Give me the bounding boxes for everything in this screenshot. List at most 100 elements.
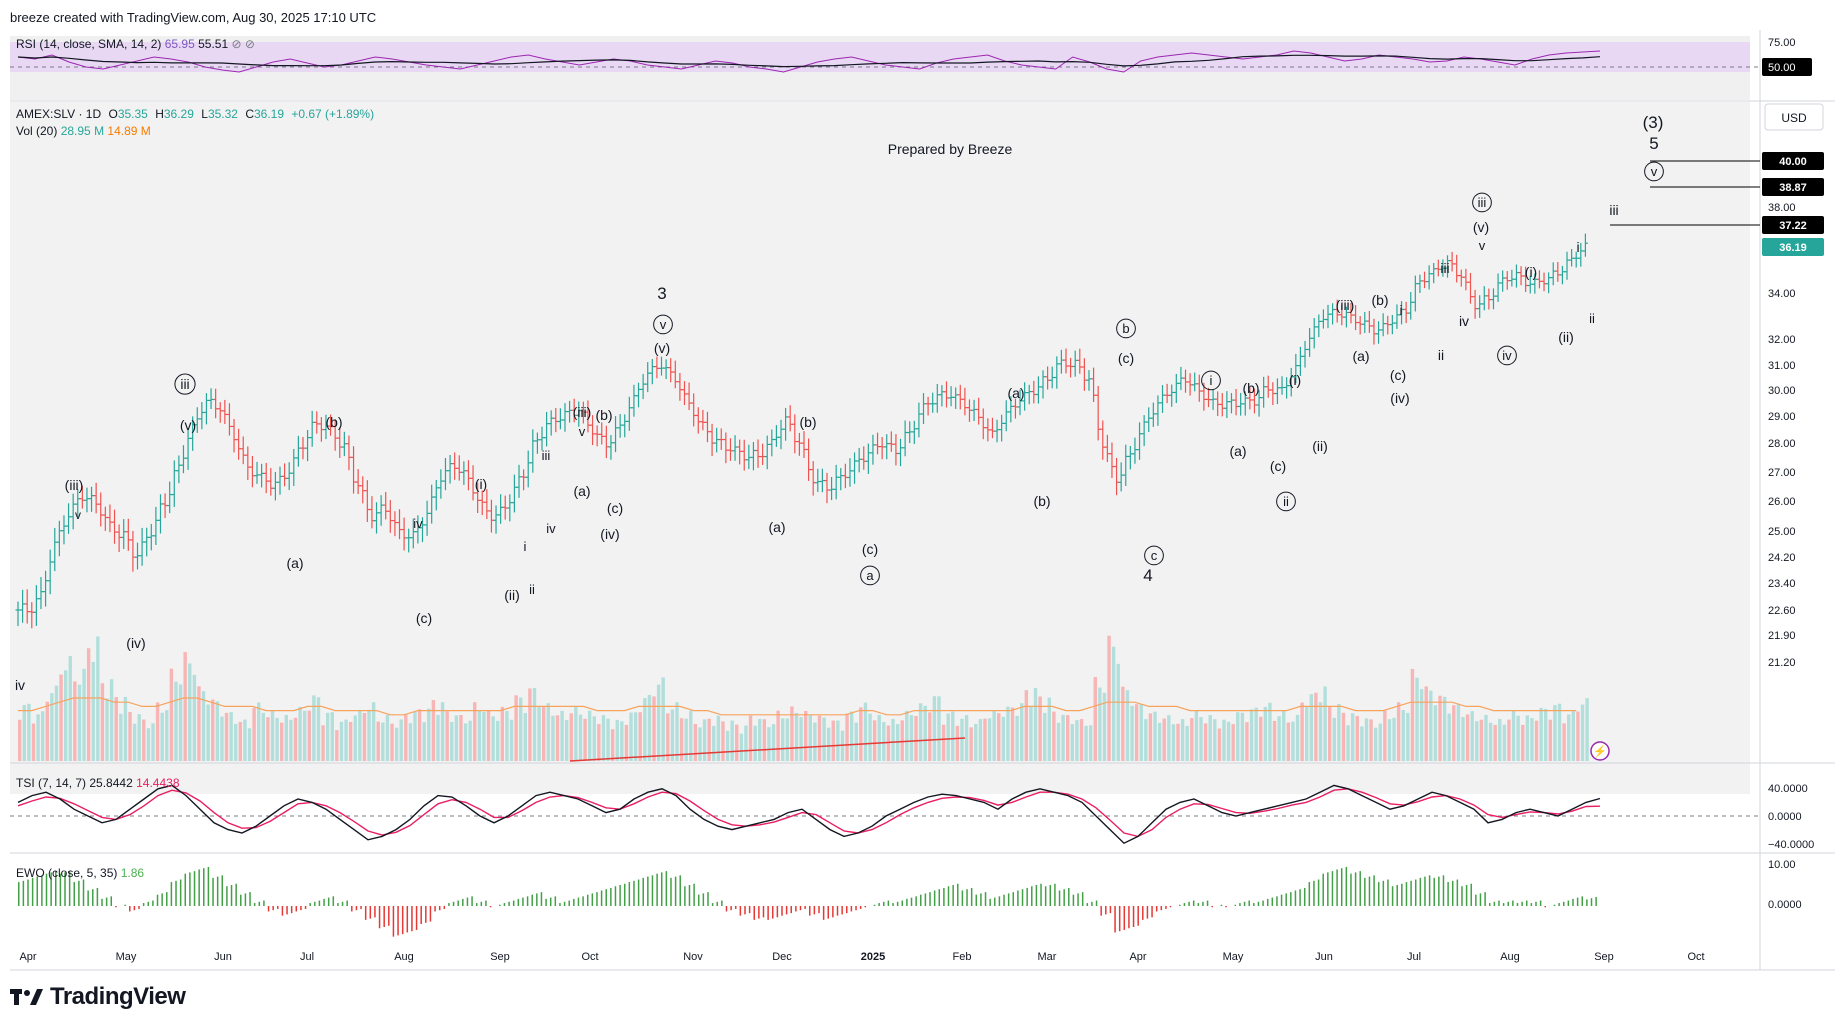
volume-bar [578,714,583,761]
ewo-bar [295,906,298,912]
price-tick-label: 30.00 [1768,385,1796,397]
ewo-bar [846,906,848,914]
ewo-bar [309,903,311,906]
ewo-bar [392,906,395,937]
ewo-bar [1530,903,1533,906]
price-tick-label: 38.00 [1768,202,1796,214]
ewo-bar [1239,903,1241,906]
ewo-bar [1012,892,1015,906]
volume-bar [1406,712,1410,761]
tsi-layer [17,784,1601,845]
ewo-bar [568,900,570,906]
wave-circle [1644,161,1664,182]
chart-area[interactable]: iv (iii) v (iv) iii (v) (a) (b) (c) iv (i) (ii) i ii i… [0,30,1835,980]
ewo-bar [517,898,520,906]
volume-bar [1157,722,1162,761]
ewo-bar [1373,875,1375,906]
rsi-tick-label: 75.00 [1768,37,1796,49]
volume-bar [882,722,886,761]
volume-bar [220,716,224,761]
time-tick-label: May [1223,951,1244,963]
ewo-bar [101,898,103,906]
volume-bar [679,718,684,761]
volume-bar [629,712,633,761]
volume-bar [960,718,964,761]
volume-bar [1585,698,1589,761]
ewo-bar [1243,901,1246,906]
ewo-bar [1290,892,1292,906]
ewo-bar [351,906,353,912]
volume-bar [1502,724,1507,761]
volume-bar [748,715,753,761]
ewo-bar [600,890,603,906]
ewo-bar [929,892,931,906]
volume-bar [1236,712,1240,761]
ewo-bar [184,873,187,906]
ewo-bar [1512,900,1514,906]
ewo-bar [1081,892,1084,906]
wave-label: (iii) [65,477,84,493]
volume-bar [1148,713,1153,761]
wave-label: i [1399,302,1402,318]
volume-bar [951,711,955,761]
volume-bar [1295,714,1300,761]
ewo-bar [1049,885,1052,906]
volume-bar [45,701,49,761]
wave-label: v [660,317,667,332]
wave-label: iv [15,677,25,693]
ewo-bar [1567,900,1570,906]
volume-bar [440,702,445,761]
volume-bar [615,719,619,761]
wave-label: ii [1438,347,1444,363]
volume-bar [739,733,744,761]
volume-bar [1038,696,1042,761]
tradingview-logo[interactable]: TradingView [10,983,186,1011]
ewo-bar [1488,903,1491,906]
ewo-bar [1169,906,1172,908]
ewo-bar [212,877,214,906]
time-tick-label: 2025 [861,951,885,963]
ewo-bar [27,879,29,906]
ewo-bar [716,901,718,906]
volume-bar [1314,692,1318,761]
volume-bar [877,714,881,761]
ewo-bar [318,900,321,906]
volume-bar [1309,694,1314,761]
volume-bar [914,715,918,761]
wave-label: i [1576,239,1579,255]
ewo-bar [31,877,34,906]
tradingview-brand: TradingView [50,983,186,1010]
ewo-bar [503,903,506,906]
volume-bar [155,702,160,761]
price-tick-label: 28.00 [1768,438,1796,450]
ewo-bar [1118,906,1121,932]
volume-bar [955,725,960,761]
volume-bar [358,710,362,761]
ewo-bar [549,897,552,906]
volume-bar [560,710,564,761]
volume-bar [174,681,178,761]
volume-bar [1424,686,1428,761]
wave-label: 5 [1649,134,1658,153]
ewo-bar [1248,900,1250,906]
ewo-bar [485,900,487,906]
volume-bar [1240,712,1245,761]
volume-bar [1144,719,1148,761]
ewo-bar [1026,887,1028,906]
ewo-bar [50,872,52,906]
ewo-bar [1410,880,1412,906]
volume-bar [620,721,624,761]
ewo-bar [1031,886,1033,906]
currency-box[interactable] [1764,103,1824,131]
wave-circle [1144,545,1164,566]
ewo-bar [883,901,885,906]
price-chart[interactable]: iv(iii)v(iv)iii(v)(a)(b)(c)iv(i)(ii)iiii… [0,30,1835,980]
volume-bar [1001,716,1006,761]
volume-bar [670,709,675,761]
ewo-bar [438,906,441,911]
volume-bar [266,717,270,761]
alert-icon[interactable] [1590,741,1610,761]
volume-bar [36,714,40,761]
ewo-bar [1192,900,1195,906]
volume-bar [1272,720,1277,761]
